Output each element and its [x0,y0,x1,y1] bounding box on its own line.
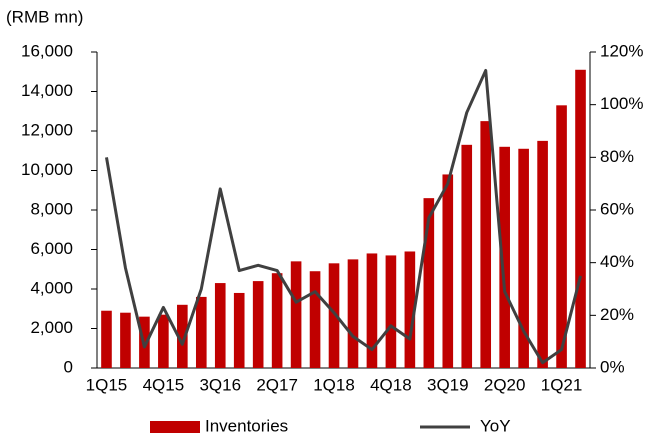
y-tick-label: 14,000 [21,81,73,100]
bar [366,253,378,368]
y-axis-label: (RMB mn) [6,7,83,26]
y-tick-label: 6,000 [30,239,73,258]
y2-tick-label: 100% [600,94,643,113]
bar [480,121,492,368]
y2-tick-label: 40% [600,252,634,271]
y-tick-label: 2,000 [30,318,73,337]
x-tick-label: 3Q19 [427,375,469,394]
y2-tick-label: 0% [600,357,625,376]
bar [120,312,131,368]
bar [271,273,283,368]
legend-label: YoY [480,416,511,435]
legend-label: Inventories [205,416,288,435]
bar [499,146,510,368]
bar [423,198,435,368]
bar [214,283,226,368]
y-tick-label: 16,000 [21,41,73,60]
bar [537,140,548,368]
bar [556,105,567,368]
bar [404,251,416,368]
x-tick-label: 1Q21 [541,375,583,394]
line [105,68,582,365]
bar [575,69,586,369]
y-tick-label: 10,000 [21,160,73,179]
y2-tick-label: 80% [600,147,634,166]
bar [461,144,473,368]
x-tick-label: 3Q16 [199,375,241,394]
bar [347,259,359,368]
x-tick-label: 2Q20 [484,375,526,394]
bar [195,296,207,368]
x-tick-label: 4Q18 [370,375,412,394]
bar [442,174,454,368]
bar [290,261,302,368]
y-tick-label: 4,000 [30,278,73,297]
y-tick-label: 8,000 [30,199,73,218]
legend-swatch [150,421,200,433]
bar [177,304,188,368]
bar [385,255,397,368]
bar [252,281,264,368]
x-tick-label: 1Q15 [86,375,128,394]
y-tick-label: 12,000 [21,120,73,139]
y2-tick-label: 20% [600,305,634,324]
bar [233,292,245,368]
bar [518,148,529,368]
bar [158,314,169,368]
y2-tick-label: 60% [600,199,634,218]
x-tick-label: 2Q17 [256,375,298,394]
y-tick-label: 0 [64,357,73,376]
x-tick-label: 1Q18 [313,375,355,394]
bar [309,271,321,368]
y2-tick-label: 120% [600,41,643,60]
bar [328,263,340,368]
bar [101,310,112,368]
x-tick-label: 4Q15 [143,375,185,394]
